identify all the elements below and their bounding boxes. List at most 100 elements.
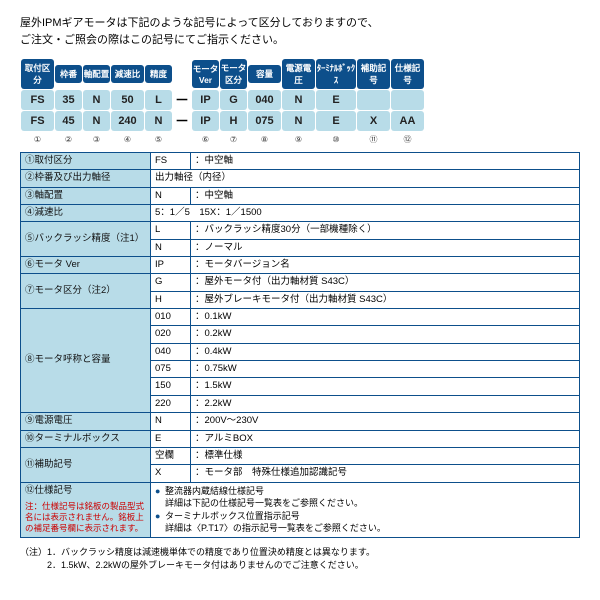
spec-desc: ：0.4kW: [191, 343, 580, 360]
spec-code: 010: [151, 309, 191, 326]
col-value: 45: [55, 111, 82, 131]
col-value: FS: [21, 111, 54, 131]
intro-line1: 屋外IPMギアモータは下記のような記号によって区分しておりますので、: [20, 15, 580, 32]
col-value: L: [145, 90, 172, 110]
col-num: ④: [111, 132, 144, 145]
col-value: FS: [21, 90, 54, 110]
col-header: モータ区分: [220, 59, 247, 89]
spec-desc: ：中空軸: [191, 153, 580, 170]
spec-desc: ：バックラッシ精度30分（一部機種除く）: [191, 222, 580, 239]
spec-code: IP: [151, 257, 191, 274]
code-designation-table: 取付区分枠番軸配置減速比精度 モータVerモータ区分容量電源電圧ﾀｰﾐﾅﾙﾎﾞｯｸ…: [20, 58, 425, 146]
col-value: [357, 90, 390, 110]
col-header: 容量: [248, 65, 281, 83]
spec-code: X: [151, 465, 191, 482]
spec-desc: ：アルミBOX: [191, 430, 580, 447]
col-num: ⑪: [357, 132, 390, 145]
col-header: 減速比: [111, 65, 144, 83]
col-num: ⑨: [282, 132, 315, 145]
spec-code: L: [151, 222, 191, 239]
col-num: ⑥: [192, 132, 219, 145]
col-value: N: [282, 111, 315, 131]
col-value: G: [220, 90, 247, 110]
spec-label: ⑪補助記号: [21, 447, 151, 482]
spec-desc: ：0.75kW: [191, 361, 580, 378]
spec-desc: ：屋外ブレーキモータ付（出力軸材質 S43C）: [191, 291, 580, 308]
col-value: [391, 90, 424, 110]
col-value: AA: [391, 111, 424, 131]
col-value: 240: [111, 111, 144, 131]
spec-label: ⑨電源電圧: [21, 413, 151, 430]
col-num: ⑫: [391, 132, 424, 145]
spec-desc: ：中空軸: [191, 187, 580, 204]
spec-label: ⑦モータ区分（注2）: [21, 274, 151, 309]
col-num: ⑩: [316, 132, 356, 145]
spec-code: N: [151, 239, 191, 256]
spec-code: 220: [151, 395, 191, 412]
col-value: IP: [192, 90, 219, 110]
spec-desc: ：0.2kW: [191, 326, 580, 343]
spec-desc: ：ノーマル: [191, 239, 580, 256]
col-header: 精度: [145, 65, 172, 83]
spec-label: ⑥モータ Ver: [21, 257, 151, 274]
col-value: X: [357, 111, 390, 131]
col-value: N: [282, 90, 315, 110]
spec-desc: ：モータ部 特殊仕様追加認識記号: [191, 465, 580, 482]
col-num: ③: [83, 132, 110, 145]
col-value: 35: [55, 90, 82, 110]
spec-code: 075: [151, 361, 191, 378]
spec-code: H: [151, 291, 191, 308]
col-header: 取付区分: [21, 59, 54, 89]
spec-code: 150: [151, 378, 191, 395]
col-value: N: [145, 111, 172, 131]
col-header: モータVer: [192, 60, 219, 88]
col-value: 040: [248, 90, 281, 110]
col-num: ⑦: [220, 132, 247, 145]
col-value: N: [83, 90, 110, 110]
col-header: 軸配置: [83, 65, 110, 83]
col-num: ⑧: [248, 132, 281, 145]
spec-desc: ：0.1kW: [191, 309, 580, 326]
spec-label: ①取付区分: [21, 153, 151, 170]
col-value: IP: [192, 111, 219, 131]
spec-desc: ：1.5kW: [191, 378, 580, 395]
spec-desc: ：2.2kW: [191, 395, 580, 412]
spec-label: ⑧モータ呼称と容量: [21, 309, 151, 413]
spec-desc: ：標準仕様: [191, 447, 580, 464]
spec-code: N: [151, 187, 191, 204]
spec-label: ④減速比: [21, 205, 151, 222]
spec-label: ⑩ターミナルボックス: [21, 430, 151, 447]
dash: －: [173, 111, 191, 131]
spec-label: ②枠番及び出力軸径: [21, 170, 151, 187]
spec-desc: ：モータバージョン名: [191, 257, 580, 274]
spec-code: N: [151, 413, 191, 430]
spec-label: ⑤バックラッシ精度（注1）: [21, 222, 151, 257]
spec-code: E: [151, 430, 191, 447]
spec-desc: ：200V～230V: [191, 413, 580, 430]
col-header: 枠番: [55, 65, 82, 83]
spec-label: ⑫仕様記号注：仕様記号は銘板の製品型式名には表示されません。銘板上の補足番号欄に…: [21, 482, 151, 537]
spec-code: 040: [151, 343, 191, 360]
footnotes: （注）1．バックラッシ精度は減速機単体での精度であり位置決め精度とは異なります。…: [20, 546, 580, 571]
spec-desc: 5：1／5 15X：1／1500: [151, 205, 580, 222]
col-value: H: [220, 111, 247, 131]
col-value: E: [316, 90, 356, 110]
spec-desc: 整流器内蔵結線仕様記号詳細は下記の仕様記号一覧表をご参照ください。ターミナルボッ…: [151, 482, 580, 537]
spec-code: 空欄: [151, 447, 191, 464]
spec-code: FS: [151, 153, 191, 170]
col-header: 仕様記号: [391, 59, 424, 89]
col-header: 電源電圧: [282, 59, 315, 89]
intro-line2: ご注文・ご照会の際はこの記号にてご指示ください。: [20, 32, 580, 49]
col-value: 075: [248, 111, 281, 131]
col-num: ②: [55, 132, 82, 145]
spec-code: 020: [151, 326, 191, 343]
spec-code: G: [151, 274, 191, 291]
col-value: N: [83, 111, 110, 131]
spec-label: ③軸配置: [21, 187, 151, 204]
dash: －: [173, 90, 191, 110]
col-header: ﾀｰﾐﾅﾙﾎﾞｯｸｽ: [316, 59, 356, 89]
col-value: E: [316, 111, 356, 131]
spec-desc: ：屋外モータ付（出力軸材質 S43C）: [191, 274, 580, 291]
col-num: ⑤: [145, 132, 172, 145]
col-header: 補助記号: [357, 59, 390, 89]
